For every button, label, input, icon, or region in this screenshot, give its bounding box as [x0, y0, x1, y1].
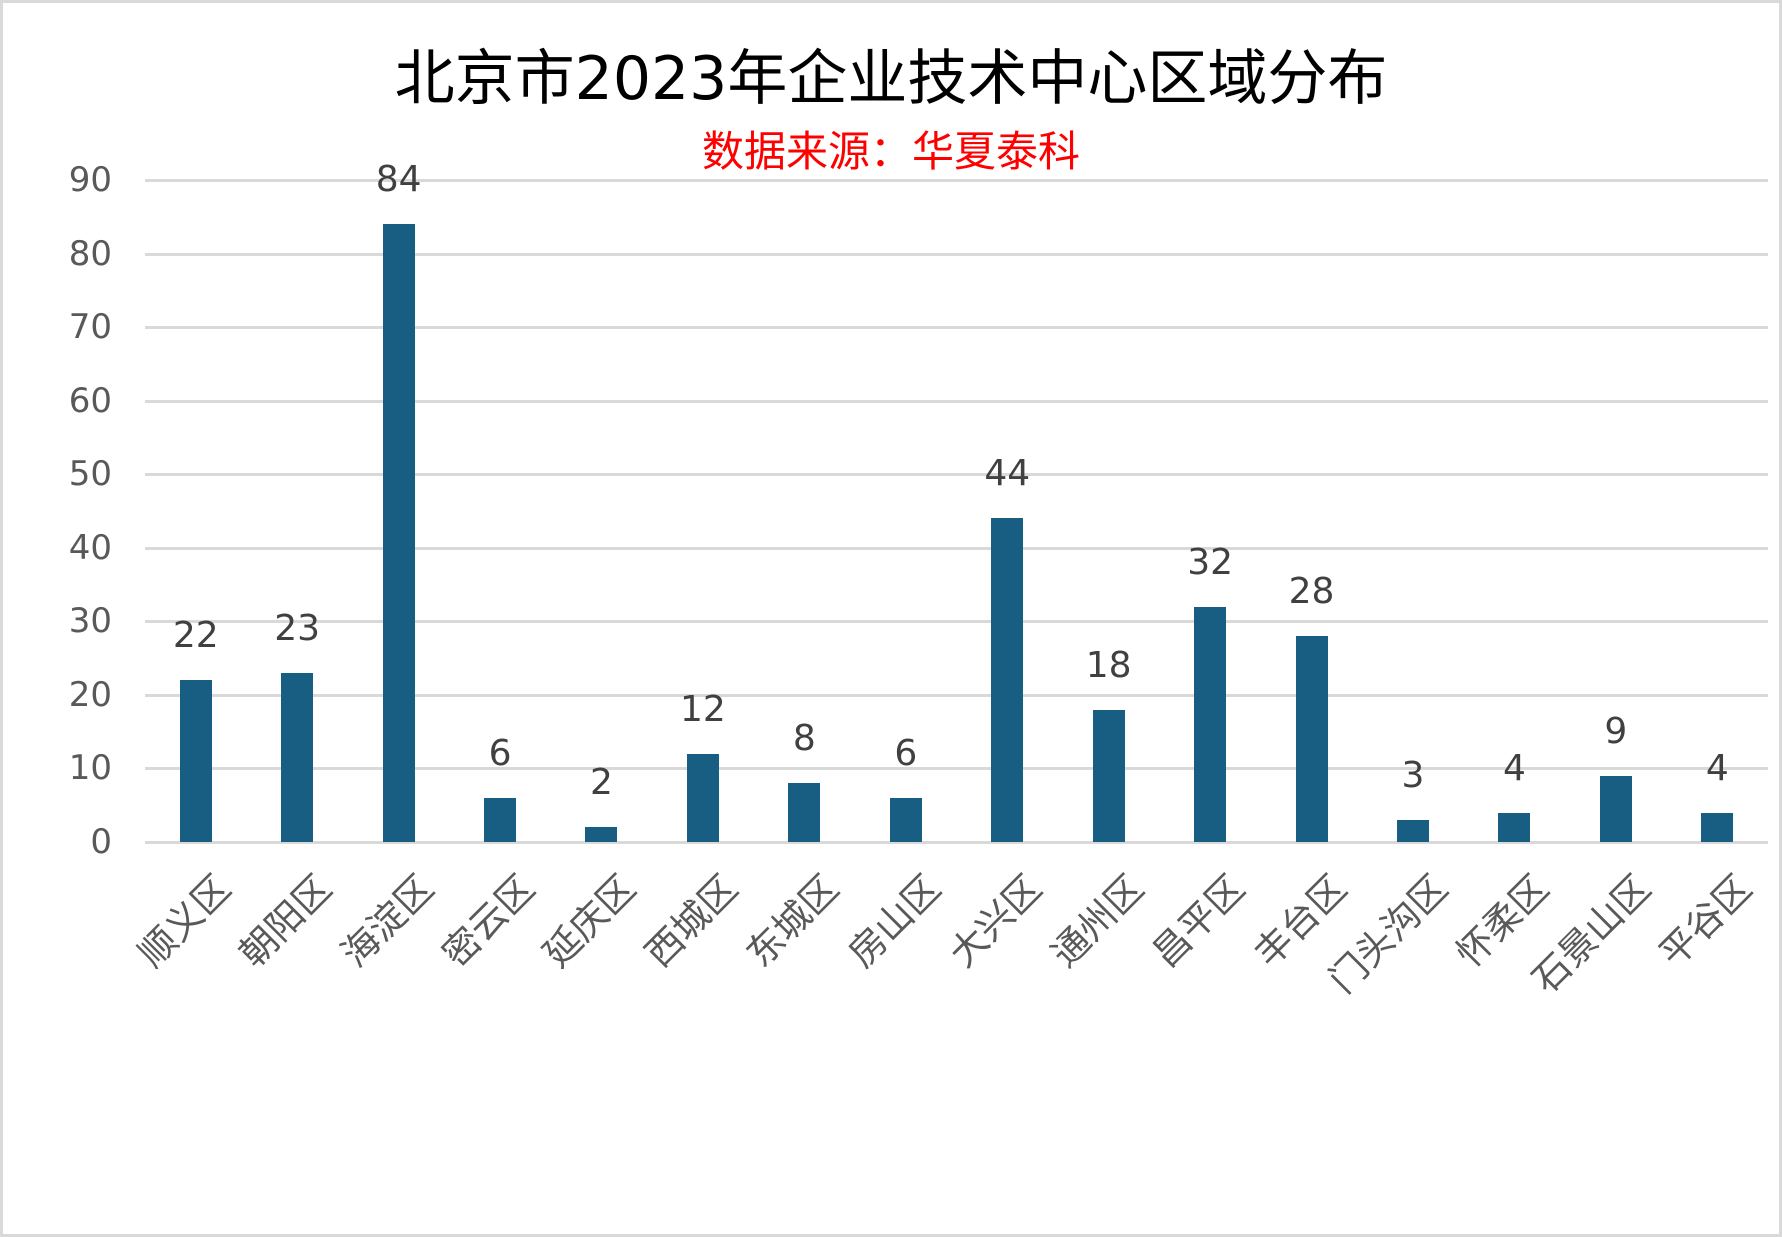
data-label: 2 [590, 762, 613, 804]
x-axis-line [145, 841, 1768, 844]
y-tick-label: 60 [68, 380, 112, 421]
bar [484, 797, 517, 842]
gridline [145, 399, 1768, 403]
bar [382, 224, 415, 842]
bar [585, 827, 618, 842]
gridline [145, 693, 1768, 697]
bar [1295, 636, 1328, 842]
data-label: 6 [488, 732, 512, 774]
bar [1396, 819, 1429, 842]
y-tick-label: 0 [90, 822, 112, 862]
data-label: 84 [375, 159, 422, 201]
y-tick-label: 80 [68, 233, 112, 274]
data-label: 22 [172, 615, 219, 657]
bar [281, 672, 314, 842]
y-tick-label: 20 [68, 674, 112, 715]
bar [889, 797, 922, 842]
y-tick-label: 10 [68, 748, 112, 789]
gridline [145, 767, 1768, 771]
data-label: 4 [1502, 747, 1526, 789]
data-label: 32 [1187, 541, 1233, 583]
gridline [145, 179, 1768, 182]
data-label: 44 [984, 453, 1031, 495]
gridline [145, 546, 1768, 550]
data-label: 8 [792, 718, 816, 760]
data-label: 12 [680, 688, 726, 730]
chart-title: 北京市2023年企业技术中心区域分布 [394, 44, 1388, 114]
bar [1701, 812, 1734, 842]
data-label: 3 [1401, 754, 1425, 796]
data-label: 9 [1604, 710, 1628, 752]
gridline [145, 252, 1768, 256]
data-label: 18 [1085, 644, 1132, 686]
bar [788, 783, 821, 842]
bar [1194, 606, 1227, 842]
bar [686, 753, 719, 842]
bar [1498, 812, 1531, 842]
bar [991, 518, 1024, 842]
bar [179, 680, 212, 842]
bar [1599, 775, 1632, 842]
data-label: 23 [274, 607, 321, 649]
data-label: 28 [1288, 571, 1335, 613]
bar [1092, 709, 1125, 842]
gridline [145, 473, 1768, 477]
y-tick-label: 90 [68, 160, 112, 200]
data-label: 6 [894, 732, 918, 774]
gridline [145, 620, 1768, 624]
y-tick-label: 50 [68, 454, 112, 495]
gridline [145, 326, 1768, 330]
y-tick-label: 40 [68, 527, 112, 568]
data-label: 4 [1705, 747, 1729, 789]
y-tick-label: 30 [68, 601, 112, 642]
chart-subtitle: 数据来源：华夏泰科 [701, 127, 1080, 176]
y-tick-label: 70 [68, 307, 112, 348]
